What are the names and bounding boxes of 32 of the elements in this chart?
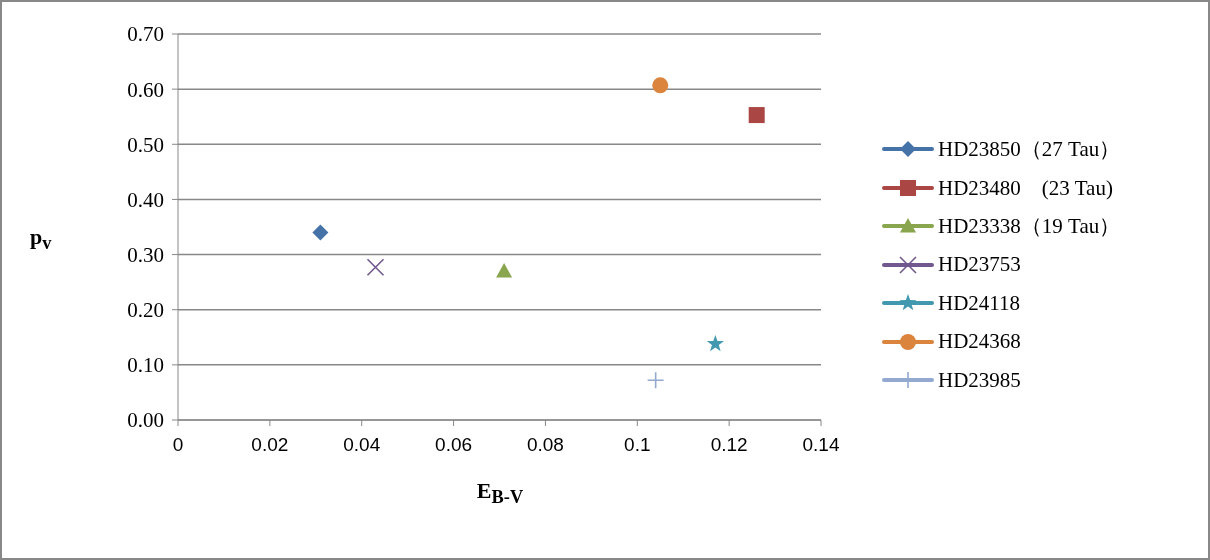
- point: [652, 77, 669, 94]
- y-tick-label: 0.40: [127, 187, 164, 212]
- point: [706, 334, 724, 352]
- y-tick-label: 0.50: [127, 132, 164, 157]
- point: [496, 263, 513, 278]
- legend-label: HD24118: [938, 290, 1021, 316]
- x-tick-label: 0.12: [710, 434, 748, 456]
- x-axis-title: E$_{B-V}$: [475, 478, 525, 509]
- point: [366, 258, 385, 277]
- y-tick-label: 0.00: [127, 408, 164, 433]
- x-tick-label: 0.1: [624, 434, 651, 456]
- point: [646, 371, 665, 390]
- legend-label: HD23753: [938, 252, 1021, 278]
- point: [748, 107, 765, 124]
- x-tick-label: 0: [172, 434, 184, 456]
- y-tick-label: 0.30: [127, 243, 164, 268]
- legend-label: HD23985: [938, 367, 1021, 393]
- legend-label: HD23480 (23 Tau): [938, 174, 1113, 202]
- y-tick-label: 0.10: [127, 353, 164, 378]
- x-tick-label: 0.06: [435, 434, 473, 456]
- x-tick-label: 0.08: [526, 434, 564, 456]
- x-tick-label: 0.02: [251, 434, 289, 456]
- legend-label: HD24368: [938, 329, 1021, 355]
- legend-label: HD23850（27 Tau）: [938, 136, 1121, 164]
- point: [312, 224, 329, 241]
- x-tick-label: 0.04: [343, 434, 381, 456]
- y-tick-label: 0.60: [127, 77, 164, 102]
- y-tick-label: 0.70: [127, 22, 164, 47]
- legend-label: HD23338（19 Tau）: [938, 213, 1121, 241]
- x-tick-label: 0.14: [802, 434, 840, 456]
- y-tick-label: 0.20: [127, 298, 164, 323]
- y-axis-title: p$_{v}$: [30, 224, 52, 255]
